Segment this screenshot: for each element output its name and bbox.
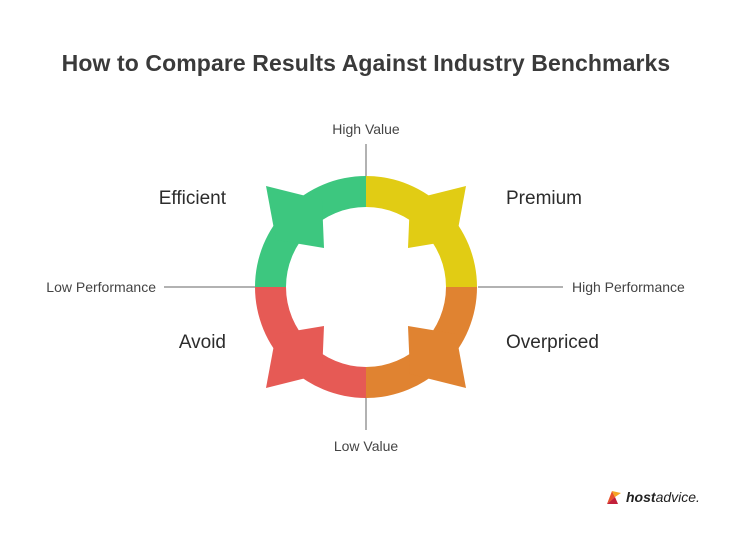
axis-label-high-performance: High Performance: [572, 279, 685, 295]
arrow-overpriced: [408, 326, 466, 388]
hostadvice-logo: hostadvice.: [605, 488, 700, 506]
segment-avoid: [255, 287, 366, 398]
axis-label-low-performance: Low Performance: [46, 279, 156, 295]
arrow-efficient: [266, 186, 324, 248]
segment-premium: [366, 176, 477, 287]
hostadvice-logo-icon: [607, 491, 621, 504]
quadrant-label-overpriced: Overpriced: [506, 332, 599, 353]
diagram-title: How to Compare Results Against Industry …: [61, 50, 671, 76]
axis-label-low-value: Low Value: [334, 438, 399, 454]
logo-text-rest: advice.: [655, 489, 700, 505]
logo-text-bold: host: [626, 489, 656, 505]
quadrant-label-premium: Premium: [506, 188, 582, 209]
segment-efficient: [255, 176, 366, 287]
arrow-avoid: [266, 326, 324, 388]
axis-label-high-value: High Value: [332, 121, 400, 137]
arrow-premium: [408, 186, 466, 248]
hostadvice-logo-text: hostadvice.: [626, 489, 700, 505]
quadrant-label-avoid: Avoid: [179, 332, 226, 353]
segment-overpriced: [366, 287, 477, 398]
quadrant-label-efficient: Efficient: [159, 188, 227, 209]
